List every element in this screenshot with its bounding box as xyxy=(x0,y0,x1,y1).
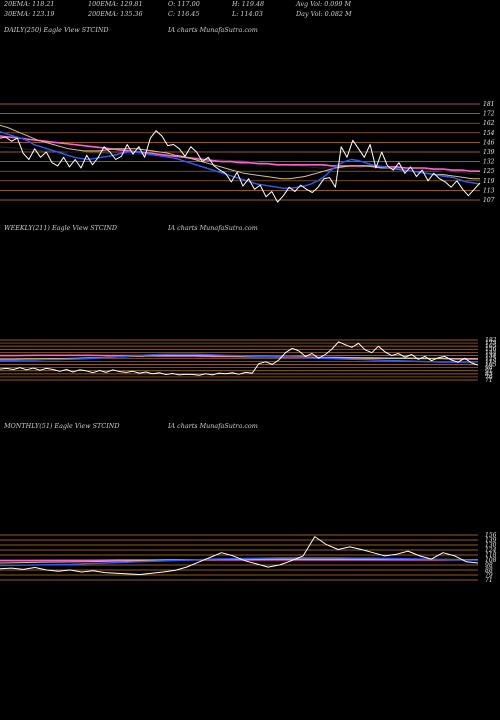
daily-panel: 181 172 162 154 146 139 132 125 119 113 107 xyxy=(0,101,495,204)
weekly-y-tick-label: 182 xyxy=(485,337,497,344)
daily-y-tick-label: 113 xyxy=(483,187,495,194)
daily-y-tick-label: 181 xyxy=(483,101,494,108)
header-low: L: 114.03 xyxy=(232,10,263,18)
weekly-y-tick-label: 76 xyxy=(485,374,493,381)
weekly-ema-short-line xyxy=(0,353,479,363)
daily-y-tick-label: 146 xyxy=(483,139,495,146)
monthly-y-tick-label: 118 xyxy=(485,552,497,559)
daily-y-tick-label: 119 xyxy=(483,178,495,185)
daily-label-right: IA charts MunafaSutra.com xyxy=(168,26,258,34)
monthly-y-tick-label: 108 xyxy=(485,557,497,564)
weekly-y-tick-label: 71 xyxy=(485,377,493,384)
header-open: O: 117.00 xyxy=(168,0,200,8)
daily-y-tick-label: 172 xyxy=(483,111,495,118)
weekly-y-tick-label: 134 xyxy=(485,352,497,359)
header-avg-vol: Avg Vol: 0.099 M xyxy=(296,0,352,8)
monthly-price-line xyxy=(0,536,479,575)
weekly-y-tick-label: 156 xyxy=(485,346,497,353)
monthly-y-tick-label: 88 xyxy=(485,567,493,574)
weekly-y-tick-label: 105 xyxy=(485,362,497,369)
daily-price-line xyxy=(0,130,481,203)
daily-y-tick-label: 125 xyxy=(483,168,495,175)
monthly-y-tick-label: 79 xyxy=(485,572,493,579)
monthly-y-tick-label: 139 xyxy=(485,537,497,544)
monthly-y-tick-label: 98 xyxy=(485,562,493,569)
weekly-y-tick-label: 115 xyxy=(485,359,497,366)
monthly-y-tick-label: 156 xyxy=(485,532,497,539)
weekly-y-tick-label: 91 xyxy=(485,368,493,375)
header-day-vol: Day Vol: 0.082 M xyxy=(296,10,352,18)
weekly-price-line xyxy=(0,341,479,376)
monthly-y-tick-label: 71 xyxy=(485,577,493,584)
monthly-label-left: MONTHLY(51) Eagle View STCIND xyxy=(4,422,120,430)
header-high: H: 119.48 xyxy=(232,0,265,8)
weekly-y-tick-label: 125 xyxy=(485,355,497,362)
daily-y-tick-label: 132 xyxy=(483,159,495,166)
weekly-ema-mid-line xyxy=(0,355,478,360)
monthly-ema-long-line xyxy=(0,558,478,562)
monthly-label-right: IA charts MunafaSutra.com xyxy=(168,422,258,430)
monthly-y-tick-label: 130 xyxy=(485,542,497,549)
header-ema30: 30EMA: 123.19 xyxy=(4,10,55,18)
daily-y-tick-label: 162 xyxy=(483,120,495,127)
weekly-y-tick-label: 83 xyxy=(485,371,493,378)
header-ema20: 20EMA: 118.21 xyxy=(4,0,55,8)
monthly-y-tick-label: 124 xyxy=(485,547,497,554)
weekly-y-tick-label: 165 xyxy=(485,343,497,350)
weekly-y-tick-label: 144 xyxy=(485,349,497,356)
header-close: C: 116.45 xyxy=(168,10,200,18)
weekly-y-tick-label: 98 xyxy=(485,365,493,372)
daily-y-tick-label: 139 xyxy=(483,149,495,156)
daily-ema-long-line xyxy=(0,135,480,172)
daily-label-left: DAILY(250) Eagle View STCIND xyxy=(4,26,109,34)
header-ema200: 200EMA: 135.36 xyxy=(88,10,143,18)
weekly-y-tick-label: 173 xyxy=(485,340,497,347)
daily-y-tick-label: 154 xyxy=(483,130,495,137)
daily-y-tick-label: 107 xyxy=(483,197,495,204)
weekly-label-right: IA charts MunafaSutra.com xyxy=(168,224,258,232)
header-ema100: 100EMA: 129.81 xyxy=(88,0,143,8)
weekly-label-left: WEEKLY(211) Eagle View STCIND xyxy=(4,224,117,232)
